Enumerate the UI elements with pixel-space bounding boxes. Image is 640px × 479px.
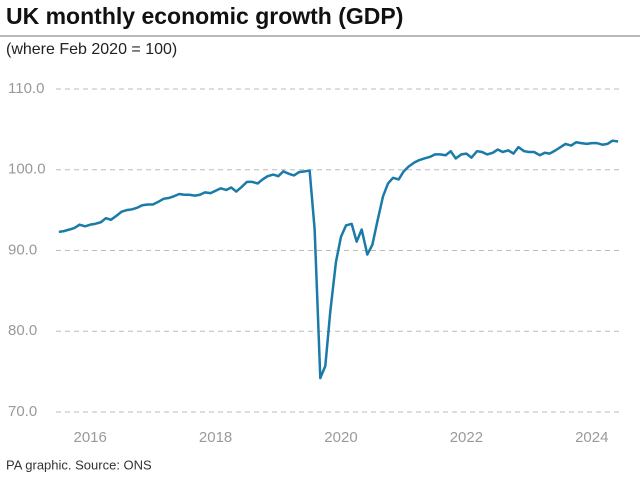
y-tick-label: 80.0 (8, 322, 37, 339)
x-tick-label: 2024 (575, 429, 608, 446)
source: PA graphic. Source: ONS (6, 457, 152, 472)
y-tick-label: 110.0 (8, 80, 44, 97)
y-tick-label: 70.0 (8, 403, 37, 420)
x-tick-label: 2016 (74, 429, 107, 446)
subtitle: (where Feb 2020 = 100) (6, 41, 177, 58)
y-tick-label: 90.0 (8, 241, 37, 258)
x-tick-label: 2018 (199, 429, 232, 446)
y-tick-label: 100.0 (8, 161, 46, 178)
data-line (58, 139, 619, 380)
chart-title: UK monthly economic growth (GDP) (6, 3, 403, 29)
x-tick-label: 2020 (324, 429, 357, 446)
x-tick-label: 2022 (450, 429, 483, 446)
